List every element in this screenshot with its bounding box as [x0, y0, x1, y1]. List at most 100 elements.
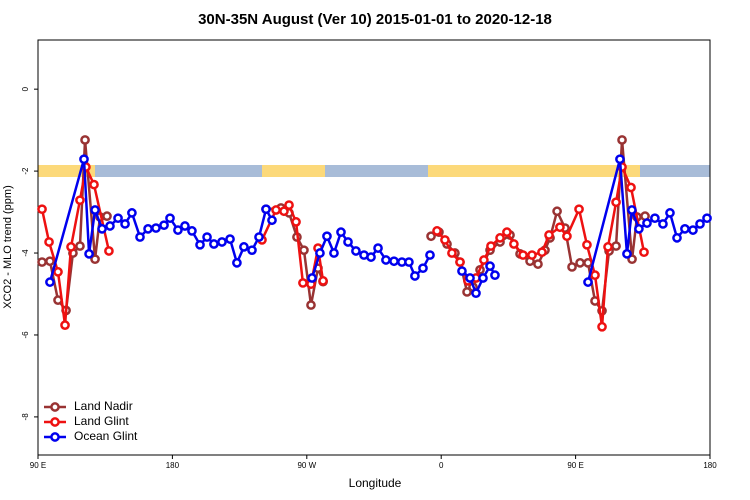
point	[173, 225, 183, 235]
point	[195, 239, 205, 250]
point	[267, 215, 277, 226]
chart-title: 30N-35N August (Ver 10) 2015-01-01 to 20…	[198, 11, 552, 28]
point	[322, 231, 332, 242]
point	[373, 243, 383, 253]
point	[611, 241, 621, 251]
land-strip	[262, 165, 325, 177]
point	[447, 248, 457, 258]
point	[471, 288, 481, 299]
point	[634, 224, 644, 234]
point	[518, 250, 528, 260]
point	[298, 278, 308, 288]
legend-label: Ocean Glint	[74, 429, 138, 443]
point	[465, 273, 475, 283]
point	[254, 232, 264, 242]
point	[650, 213, 660, 224]
point	[80, 135, 90, 145]
point	[455, 257, 465, 267]
point	[143, 224, 153, 234]
point	[104, 246, 114, 256]
point	[418, 263, 428, 274]
legend-marker	[50, 432, 60, 442]
point	[127, 208, 137, 218]
point	[590, 270, 600, 281]
ocean-strip	[95, 165, 262, 177]
point	[509, 239, 519, 249]
point	[60, 320, 70, 330]
point	[315, 248, 325, 258]
point	[680, 224, 690, 234]
point	[97, 224, 107, 234]
point	[389, 256, 399, 267]
point	[622, 248, 632, 259]
point	[284, 200, 294, 210]
point	[159, 220, 169, 231]
point	[151, 223, 161, 233]
point	[426, 231, 436, 242]
point	[555, 222, 565, 233]
point	[574, 204, 584, 215]
point	[217, 237, 227, 247]
point	[187, 226, 197, 236]
point	[381, 255, 391, 265]
point	[45, 277, 55, 287]
point	[533, 259, 543, 269]
ocean-strip	[640, 165, 710, 177]
land-ocean-band	[38, 165, 710, 177]
point	[232, 258, 242, 268]
ocean-strip	[325, 165, 428, 177]
point	[425, 250, 435, 260]
point	[75, 241, 85, 251]
point	[479, 255, 489, 265]
y-tick-label: 0	[21, 86, 30, 91]
point	[45, 256, 55, 267]
point	[562, 231, 572, 242]
point	[120, 219, 130, 229]
point	[617, 135, 627, 145]
point	[75, 195, 85, 206]
point	[490, 270, 500, 281]
point	[105, 221, 115, 231]
point	[582, 239, 592, 250]
point	[329, 248, 339, 258]
point	[597, 321, 607, 332]
legend-marker	[50, 417, 60, 427]
point	[688, 225, 698, 235]
legend-label: Land Nadir	[74, 399, 133, 413]
point	[66, 242, 76, 252]
point	[486, 241, 496, 251]
y-tick-label: -8	[21, 413, 30, 421]
point	[611, 197, 621, 208]
point	[695, 219, 705, 229]
point	[113, 213, 123, 224]
x-tick-label: 0	[439, 461, 444, 470]
plot-frame	[37, 39, 711, 456]
point	[665, 208, 675, 218]
x-tick-label: 90 W	[297, 461, 316, 470]
point	[247, 245, 257, 256]
point	[225, 234, 235, 244]
legend-marker	[50, 402, 60, 412]
legend-label: Land Glint	[74, 414, 129, 428]
point	[457, 266, 467, 276]
point	[502, 227, 512, 237]
point	[299, 245, 309, 256]
y-tick-label: -4	[21, 249, 30, 257]
point	[544, 230, 554, 240]
x-tick-label: 90 E	[567, 461, 583, 470]
point	[261, 204, 271, 215]
point	[702, 213, 712, 224]
point	[672, 233, 682, 243]
point	[318, 276, 328, 286]
point	[440, 235, 450, 245]
point	[351, 246, 361, 256]
point	[343, 237, 353, 247]
point	[209, 239, 219, 249]
x-tick-label: 90 E	[30, 461, 46, 470]
point	[626, 182, 636, 193]
point	[336, 227, 346, 237]
x-tick-label: 180	[703, 461, 717, 470]
point	[306, 300, 316, 310]
